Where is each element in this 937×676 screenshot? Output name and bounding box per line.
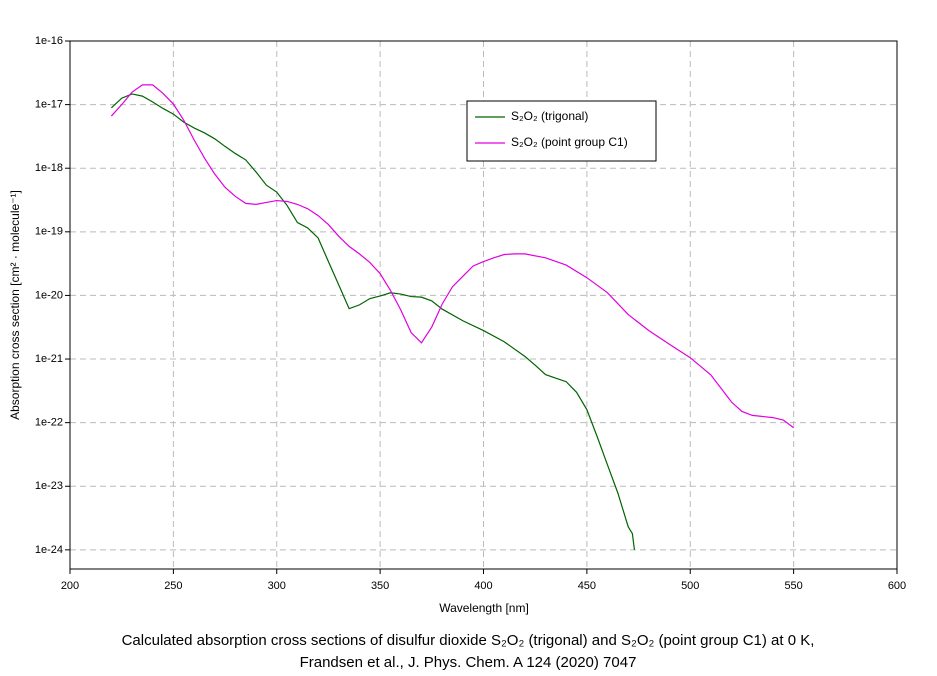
caption: Calculated absorption cross sections of … [122,632,815,649]
x-axis-label: Wavelength [nm] [439,601,529,615]
y-tick-label: 1e-22 [35,417,63,429]
legend-box [466,100,657,162]
x-tick-label: 500 [681,580,699,592]
x-tick-label: 600 [888,580,906,592]
x-tick-label: 350 [371,580,389,592]
y-tick-label: 1e-17 [35,99,63,111]
y-axis-label: Absorption cross section [cm² · molecule… [8,190,22,420]
y-tick-label: 1e-21 [35,353,63,365]
y-tick-label: 1e-23 [35,480,63,492]
x-tick-label: 450 [578,580,596,592]
legend-label: S₂O₂ (point group C1) [511,135,628,149]
legend-label: S₂O₂ (trigonal) [511,109,588,123]
x-tick-label: 550 [784,580,802,592]
y-tick-label: 1e-19 [35,226,63,238]
x-tick-label: 200 [61,580,79,592]
y-tick-label: 1e-24 [35,544,63,556]
x-tick-label: 400 [474,580,492,592]
series-line [110,84,794,429]
caption: Frandsen et al., J. Phys. Chem. A 124 (2… [300,654,637,671]
y-tick-label: 1e-20 [35,289,63,301]
x-tick-label: 250 [164,580,182,592]
series-line [110,93,636,550]
x-tick-label: 300 [268,580,286,592]
y-tick-label: 1e-18 [35,162,63,174]
y-tick-label: 1e-16 [35,35,63,47]
plot-frame [69,40,898,570]
